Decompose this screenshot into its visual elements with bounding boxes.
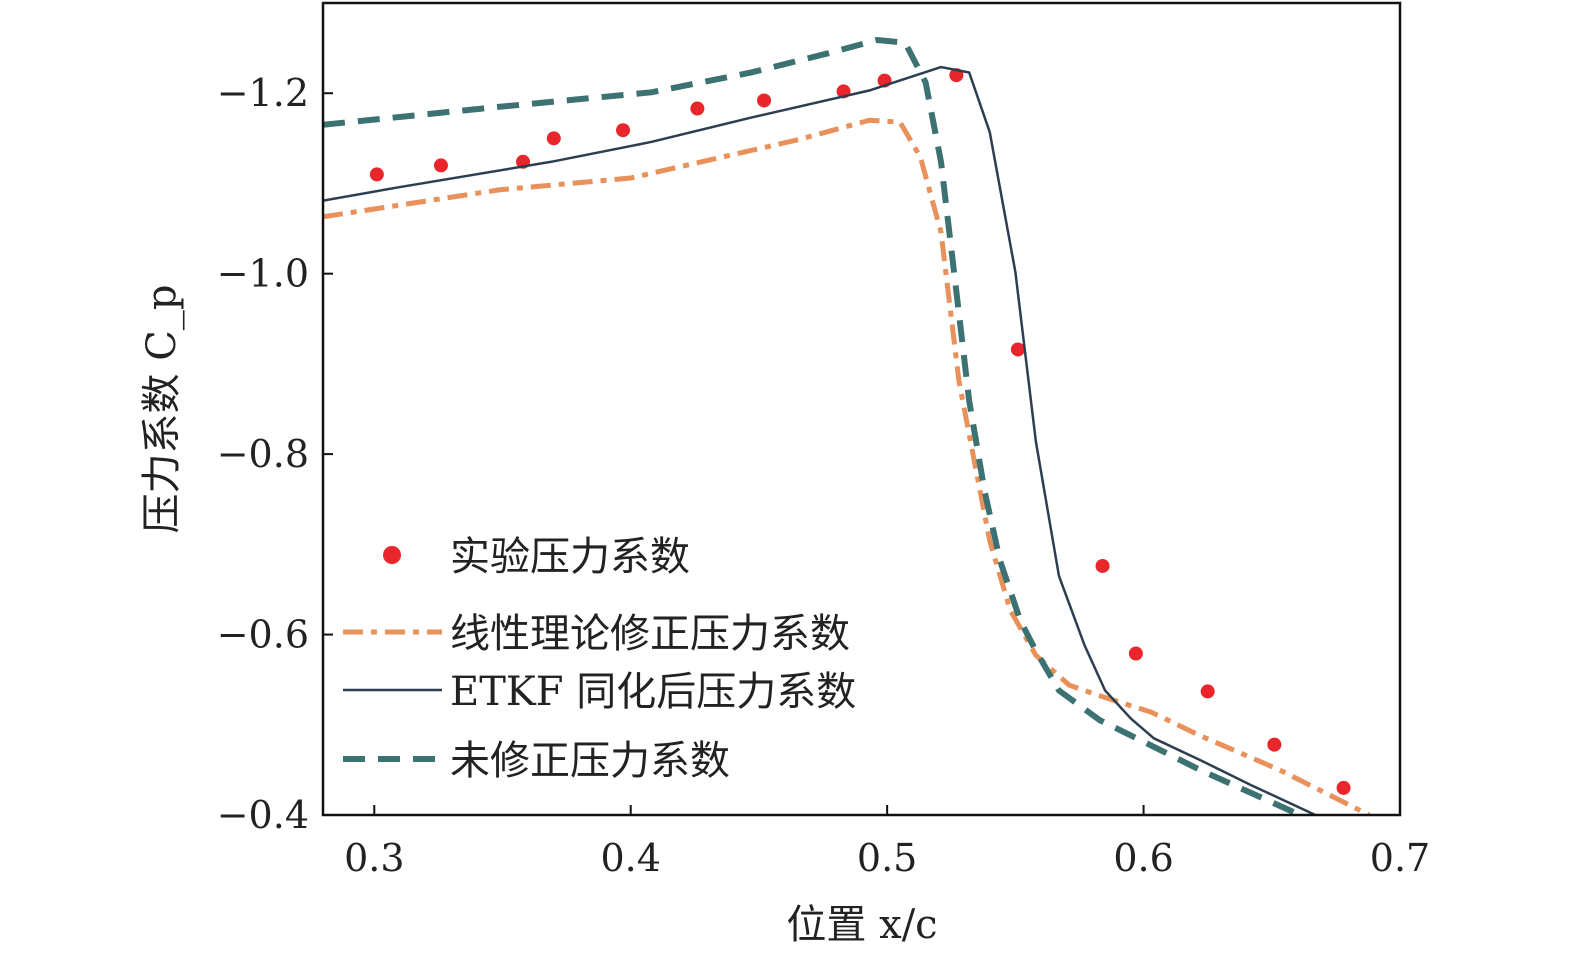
legend-item: 实验压力系数	[383, 534, 690, 580]
series-line-3	[323, 36, 1302, 815]
x-tick-label: 0.4	[600, 836, 660, 880]
y-tick-label: −0.8	[217, 432, 309, 476]
y-tick-label: −0.6	[217, 613, 309, 657]
legend-item: 未修正压力系数	[343, 738, 730, 784]
x-tick-label: 0.7	[1370, 836, 1430, 880]
series-line-2	[323, 65, 1316, 815]
x-tick-label: 0.3	[344, 836, 404, 880]
data-point-experimental	[1095, 558, 1110, 573]
y-tick-label: −0.4	[217, 793, 309, 837]
y-tick-label: −1.0	[217, 252, 309, 296]
legend-marker	[383, 546, 401, 564]
x-tick-label: 0.6	[1113, 836, 1173, 880]
plot-frame	[321, 1, 1402, 817]
data-point-experimental	[546, 131, 561, 146]
legend-item: ETKF 同化后压力系数	[343, 669, 856, 715]
data-point-experimental	[433, 158, 448, 173]
y-axis-label: 压力系数 C_p	[139, 285, 185, 534]
legend-item: 线性理论修正压力系数	[343, 611, 850, 657]
data-point-experimental	[369, 167, 384, 182]
data-point-experimental	[1128, 646, 1143, 661]
legend-label: 实验压力系数	[450, 534, 690, 580]
data-point-experimental	[1200, 684, 1215, 699]
y-tick-label: −1.2	[217, 71, 309, 115]
x-tick-label: 0.5	[857, 836, 917, 880]
series-line-1	[323, 117, 1371, 815]
data-point-experimental	[1267, 737, 1282, 752]
x-axis-label: 位置 x/c	[786, 902, 937, 948]
data-point-experimental	[616, 123, 631, 138]
legend-label: ETKF 同化后压力系数	[450, 669, 856, 715]
data-point-experimental	[1336, 780, 1351, 795]
data-point-experimental	[1010, 342, 1025, 357]
data-point-experimental	[757, 93, 772, 108]
legend-label: 线性理论修正压力系数	[450, 611, 850, 657]
legend-label: 未修正压力系数	[450, 738, 730, 784]
data-point-experimental	[690, 101, 705, 116]
